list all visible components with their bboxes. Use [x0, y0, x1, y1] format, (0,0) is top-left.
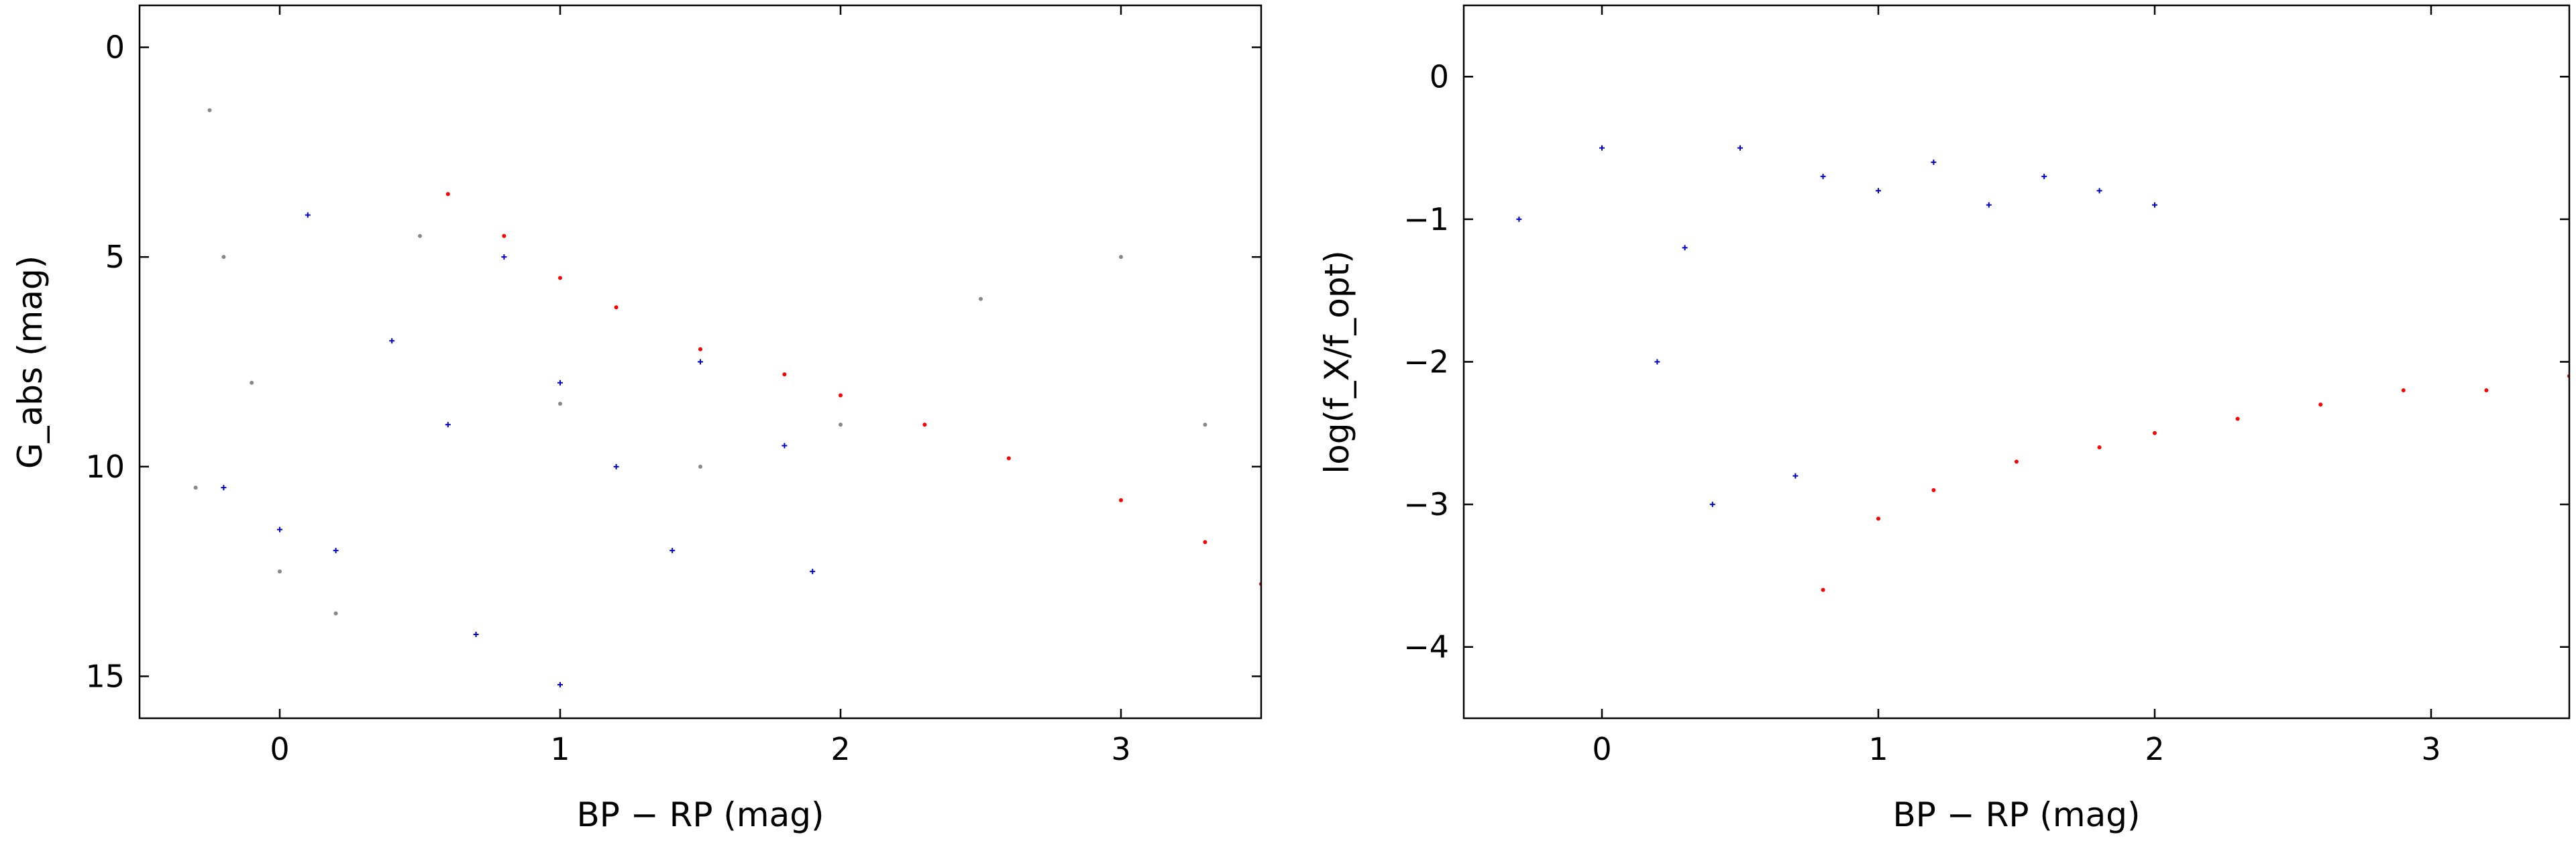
- right-plot-frame: [1462, 4, 2571, 720]
- panel0-xtick-label2: 2: [830, 731, 850, 767]
- panel0-series0-point7: [698, 464, 702, 469]
- right-plot-points: [1516, 145, 2569, 592]
- panel1-xtick-label0: 0: [1592, 731, 1611, 767]
- left-panel: 0 1 2 3 0 5 10 15 BP − RP (mag) G_abs (mag): [11, 4, 1263, 834]
- panel0-series1-point8: [1006, 456, 1011, 461]
- panel0-series0-point9: [979, 296, 983, 301]
- left-y-axis-label: G_abs (mag): [11, 256, 50, 469]
- panel0-series2-point3: [305, 212, 311, 218]
- right-x-axis-label: BP − RP (mag): [1892, 795, 2140, 834]
- panel0-series1-point5: [782, 372, 787, 377]
- panel1-series0-point8: [1931, 159, 1937, 165]
- panel0-series2-point14: [557, 681, 563, 687]
- panel0-series1-point4: [698, 347, 702, 351]
- panel0-ytick-label0: 0: [105, 30, 125, 66]
- panel1-series1-point5: [2153, 431, 2157, 435]
- panel0-series1-point7: [922, 422, 927, 427]
- right-ticks: 0 1 2 3 0 −1 −2 −3 −4: [1403, 5, 2569, 767]
- panel0-xtick-label3: 3: [1111, 731, 1130, 767]
- panel0-series2-point6: [501, 254, 507, 260]
- right-panel: 0 1 2 3 0 −1 −2 −3 −4 BP − RP (mag) log(f_X/f_op…: [1318, 4, 2571, 834]
- left-plot-points: [193, 108, 1261, 687]
- panel0-xtick-label0: 0: [270, 731, 289, 767]
- panel0-series0-point6: [558, 402, 562, 406]
- panel0-series2-point0: [221, 485, 227, 491]
- panel1-series0-point9: [1986, 202, 1992, 208]
- panel0-series0-point3: [193, 486, 198, 490]
- panel0-series0-point10: [1119, 255, 1123, 260]
- panel0-series0-point2: [250, 380, 254, 385]
- panel0-series2-point1: [277, 526, 282, 532]
- panel1-series0-point4: [1737, 145, 1743, 151]
- panel0-series2-point2: [333, 547, 339, 553]
- panel1-series0-point12: [2152, 202, 2157, 208]
- panel0-series1-point0: [445, 192, 450, 196]
- left-ticks: 0 1 2 3 0 5 10 15: [85, 5, 1261, 767]
- panel1-series1-point6: [2235, 416, 2240, 421]
- panel0-series2-point11: [782, 443, 788, 449]
- panel1-series0-point11: [2096, 188, 2102, 194]
- panel1-series1-point4: [2097, 445, 2102, 450]
- panel1-xtick-label3: 3: [2421, 731, 2440, 767]
- panel0-xtick-label1: 1: [550, 731, 570, 767]
- panel0-series1-point10: [1203, 540, 1208, 545]
- panel1-xtick-label1: 1: [1868, 731, 1888, 767]
- panel1-series1-point0: [1821, 587, 1825, 592]
- panel1-ytick-label3: −3: [1403, 486, 1449, 522]
- panel1-series0-point2: [1654, 359, 1660, 365]
- panel0-series0-point1: [221, 255, 226, 260]
- panel1-series0-point5: [1792, 473, 1799, 479]
- panel1-ytick-label0: 0: [1430, 58, 1449, 95]
- panel0-series1-point6: [839, 393, 843, 398]
- panel1-ytick-label4: −4: [1403, 629, 1449, 665]
- panel0-series2-point4: [389, 338, 395, 344]
- panel0-series2-point8: [613, 463, 619, 469]
- panel1-series0-point7: [1876, 188, 1881, 194]
- panel0-series2-point5: [445, 422, 451, 428]
- panel0-series1-point9: [1119, 498, 1123, 502]
- panel1-series1-point9: [2484, 388, 2489, 393]
- panel0-series2-point7: [557, 380, 563, 386]
- panel1-series0-point10: [2041, 174, 2047, 180]
- panel0-ytick-label3: 15: [85, 658, 125, 694]
- panel1-series0-point0: [1516, 216, 1522, 222]
- panel1-series1-point1: [1876, 516, 1880, 521]
- left-x-axis-label: BP − RP (mag): [576, 795, 824, 834]
- panel1-series1-point8: [2401, 388, 2406, 393]
- panel0-series1-point1: [502, 233, 506, 238]
- panel1-ytick-label2: −2: [1403, 344, 1449, 380]
- panel0-series2-point13: [473, 631, 479, 637]
- panel0-series1-point2: [558, 276, 562, 280]
- panel1-series1-point2: [1931, 488, 1936, 492]
- panel1-xtick-label2: 2: [2145, 731, 2164, 767]
- panel0-series1-point3: [614, 305, 619, 310]
- panel0-ytick-label2: 10: [85, 449, 125, 485]
- right-y-axis-label: log(f_X/f_opt): [1318, 250, 1356, 473]
- panel0-series2-point10: [698, 359, 703, 365]
- left-plot-frame: [138, 4, 1263, 720]
- panel1-series1-point3: [2015, 459, 2019, 464]
- panel0-series0-point0: [207, 108, 212, 113]
- panel0-series0-point4: [278, 569, 282, 574]
- panel0-series0-point5: [418, 233, 422, 238]
- panel1-series0-point3: [1682, 245, 1688, 251]
- panel1-series0-point6: [1820, 174, 1826, 180]
- panel0-series0-point11: [1203, 422, 1208, 427]
- panel1-series1-point7: [2318, 402, 2323, 407]
- panel0-series2-point9: [669, 547, 676, 553]
- panel1-series0-point1: [1599, 145, 1605, 151]
- panel0-ytick-label1: 5: [105, 239, 125, 275]
- panel0-series2-point12: [810, 569, 816, 575]
- panel1-series0-point13: [1709, 502, 1715, 508]
- panel0-series0-point12: [333, 611, 338, 616]
- panel0-series0-point8: [839, 422, 843, 427]
- panel1-ytick-label1: −1: [1403, 201, 1449, 237]
